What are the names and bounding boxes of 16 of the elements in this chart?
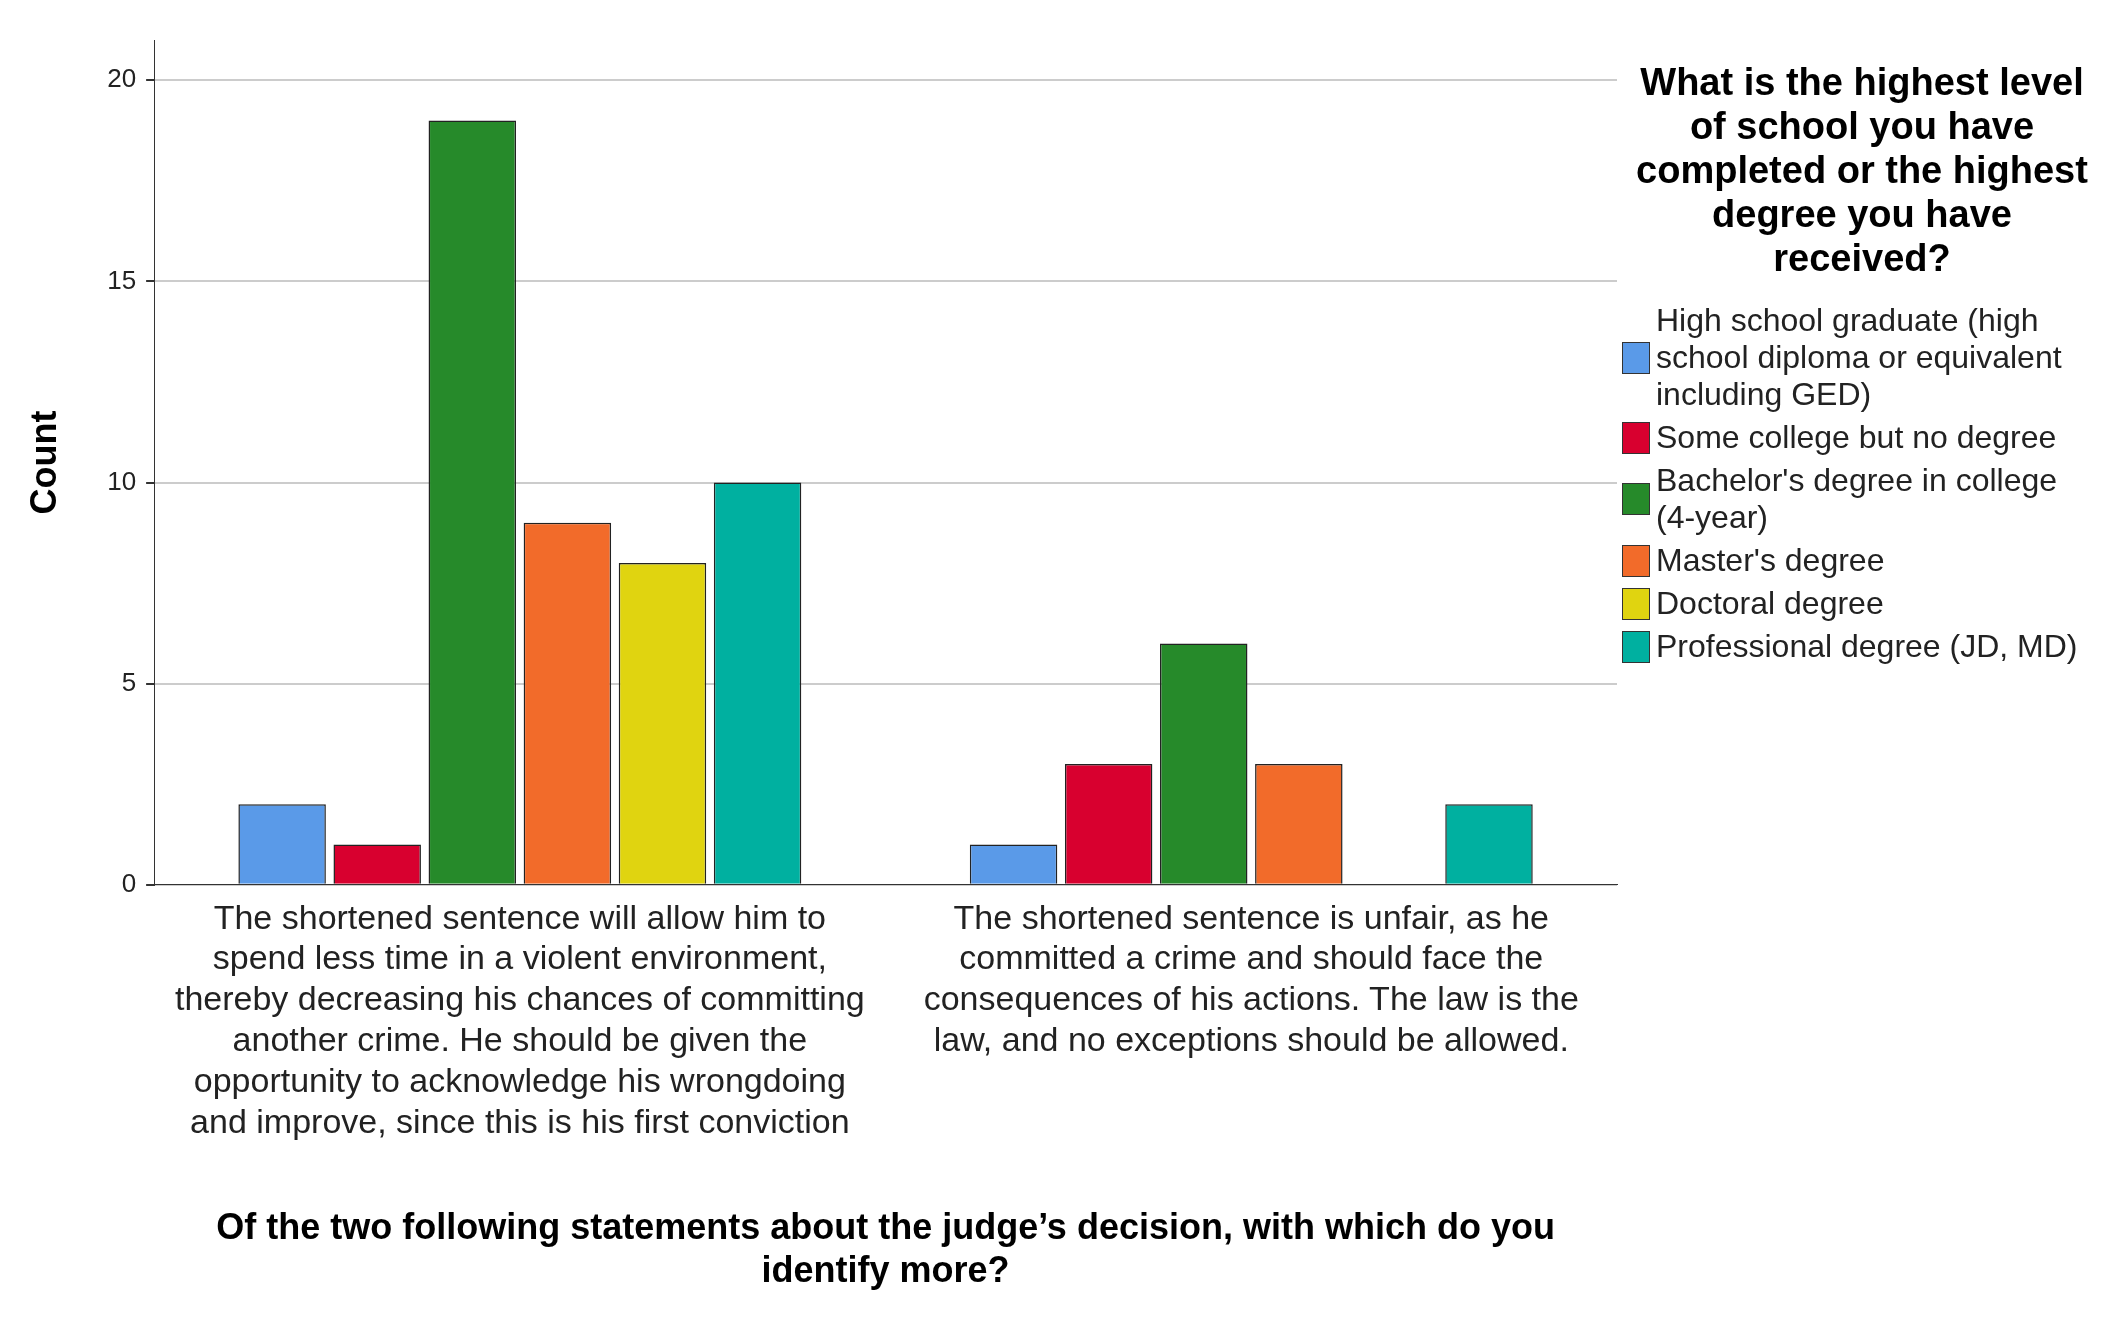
- x-tick-label: The shortened sentence is unfair, as he committed a crime and should face the consequences of his actions. The law is the law, and no exceptions should be allowed.: [923, 897, 1579, 1058]
- y-tick-label: 10: [107, 465, 137, 496]
- legend-label: High school graduate (high school diploma or equivalent including GED): [1656, 302, 2063, 413]
- y-tick-label: 20: [107, 63, 137, 94]
- y-tick-label: 0: [121, 867, 137, 898]
- legend-title: What is the highest level of school you have completed or the highest degree you have received?: [1635, 60, 2089, 280]
- legend-label: Professional degree (JD, MD): [1656, 628, 2078, 665]
- legend-label: Doctoral degree: [1656, 585, 1884, 622]
- legend-label: Master's degree: [1656, 542, 1885, 579]
- x-axis-title: Of the two following statements about the judge’s decision, with which do you identify more?: [216, 1206, 1555, 1291]
- legend-label: Bachelor's degree in college (4-year): [1656, 462, 2059, 536]
- legend-label: Some college but no degree: [1656, 419, 2057, 456]
- y-tick-label: 15: [107, 264, 137, 295]
- y-tick-label: 5: [121, 666, 137, 697]
- x-tick-label: The shortened sentence will allow him to spend less time in a violent environment, thereby decreasing his chances of committing another crime. He should be given the opportunity to acknowledge his wrongdoing and improve, since this is his first conviction: [174, 897, 865, 1140]
- y-axis-title: Count: [22, 410, 64, 515]
